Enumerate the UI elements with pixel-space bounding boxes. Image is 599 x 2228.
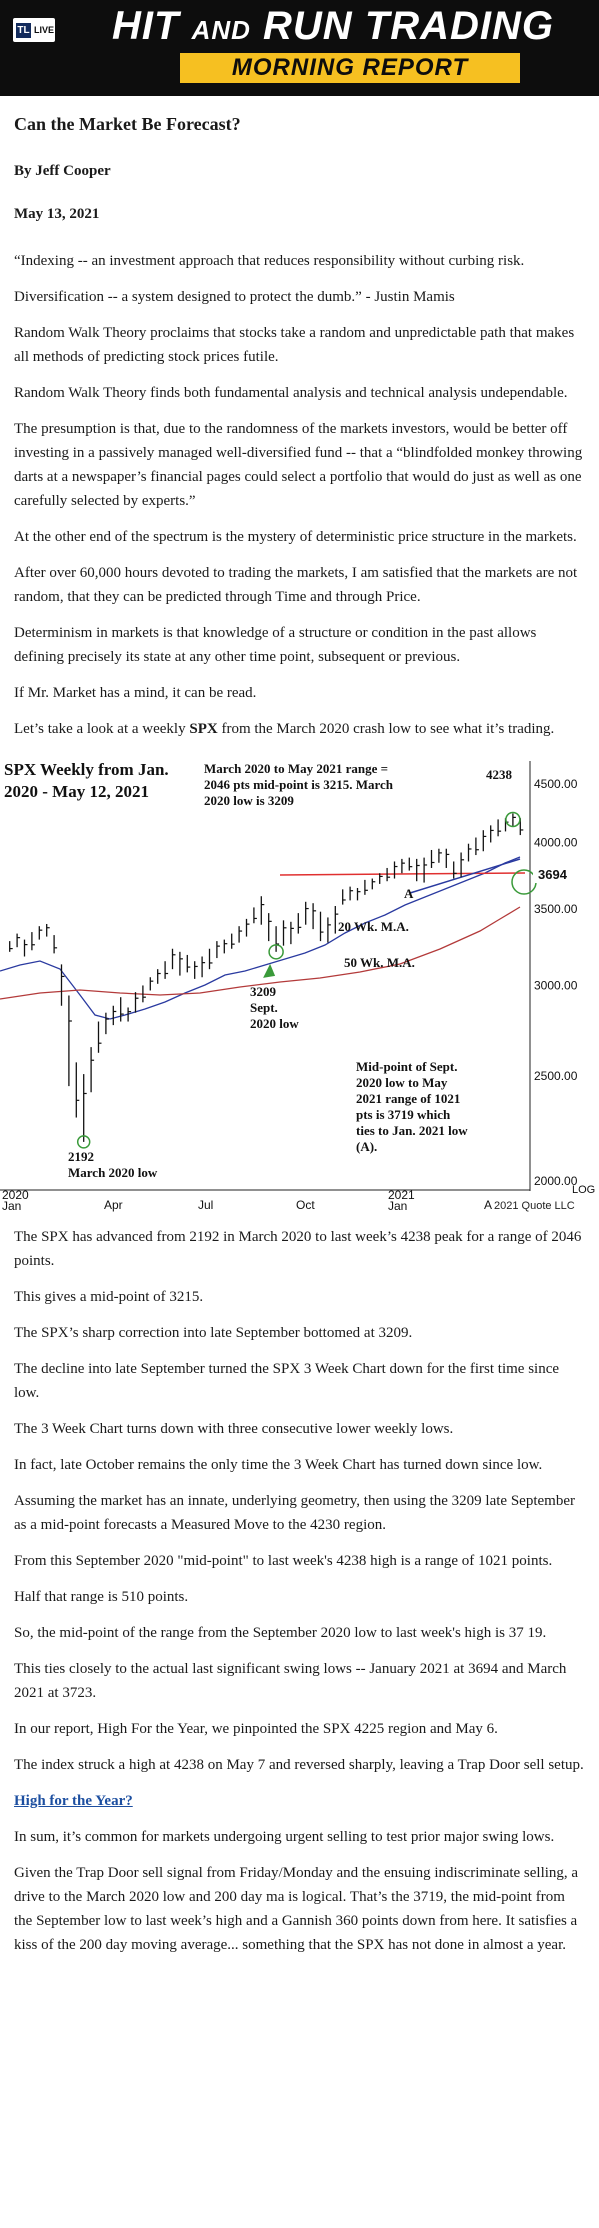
paragraph-group-conclusion: In sum, it’s common for markets undergoi… xyxy=(14,1825,585,1957)
moving-average-lines xyxy=(0,856,526,1020)
report-banner: TL LIVE HIT AND RUN TRADING MORNING REPO… xyxy=(0,0,599,96)
link-paragraph: High for the Year? xyxy=(14,1789,585,1813)
quote-credit: 2021 Quote LLC xyxy=(494,1200,575,1212)
label-sept-low: 3209 Sept. 2020 low xyxy=(250,984,299,1031)
paragraph: Given the Trap Door sell signal from Fri… xyxy=(14,1865,579,1953)
date-tick-label: Oct xyxy=(296,1198,315,1212)
paragraph: After over 60,000 hours devoted to tradi… xyxy=(14,565,578,605)
price-tick-label: 4500.00 xyxy=(534,777,578,791)
chart-svg: 4500.00 4000.00 3500.00 3000.00 2500.00 2000.… xyxy=(0,753,599,1213)
paragraph: In fact, late October remains the only t… xyxy=(14,1457,543,1473)
lead-text-end: from the March 2020 crash low to see wha… xyxy=(217,721,555,737)
label-march-low: 2192 March 2020 low xyxy=(68,1149,158,1180)
paragraph: In sum, it’s common for markets undergoi… xyxy=(14,1829,555,1845)
high-for-the-year-link[interactable]: High for the Year? xyxy=(14,1793,133,1809)
article-date: May 13, 2021 xyxy=(14,206,100,222)
paragraph: The 3 Week Chart turns down with three c… xyxy=(14,1421,454,1437)
price-tick-label: 2500.00 xyxy=(534,1069,578,1083)
live-label: LIVE xyxy=(34,25,55,35)
banner-title-and: AND xyxy=(191,15,251,45)
paragraph: The index struck a high at 4238 on May 7… xyxy=(14,1757,584,1773)
midpoint-annotation: Mid-point of Sept. 2020 low to May 2021 … xyxy=(356,1059,471,1154)
trendline-a xyxy=(409,858,521,894)
date-tick-label: Jul xyxy=(198,1198,213,1212)
paragraph: In our report, High For the Year, we pin… xyxy=(14,1721,498,1737)
price-tick-labels: 4500.00 4000.00 3500.00 3000.00 2500.00 2000.… xyxy=(534,777,578,1188)
paragraph: If Mr. Market has a mind, it can be read… xyxy=(14,685,257,701)
paragraph: Random Walk Theory proclaims that stocks… xyxy=(14,325,575,365)
paragraph-group-intro: “Indexing -- an investment approach that… xyxy=(14,249,585,705)
banner-title-hit: HIT xyxy=(112,4,180,48)
spx-weekly-chart: 4500.00 4000.00 3500.00 3000.00 2500.00 2000.… xyxy=(0,753,599,1213)
price-tick-label: 3000.00 xyxy=(534,978,578,992)
label-ma20: 20 Wk. M.A. xyxy=(338,919,409,934)
paragraph: At the other end of the spectrum is the … xyxy=(14,529,577,545)
article-body: Can the Market Be Forecast? By Jeff Coop… xyxy=(0,96,599,1957)
paragraph: The presumption is that, due to the rand… xyxy=(14,421,583,509)
price-tick-label: 4000.00 xyxy=(534,835,578,849)
ma-20-line xyxy=(0,856,521,1020)
date-tick-labels: 2020 Jan Apr Jul Oct 2021 Jan A xyxy=(2,1188,492,1213)
price-tick-label: 2000.00 xyxy=(534,1174,578,1188)
price-tick-label: 3500.00 xyxy=(534,902,578,916)
paragraph: “Indexing -- an investment approach that… xyxy=(14,253,525,269)
article-author: By Jeff Cooper xyxy=(14,163,111,179)
march-low-circle xyxy=(76,1135,91,1149)
lead-text: Let’s take a look at a weekly xyxy=(14,721,190,737)
lead-spx: SPX xyxy=(189,721,218,737)
label-3694: 3694 xyxy=(538,867,568,882)
label-high-4238: 4238 xyxy=(486,767,513,782)
chart-title-line-1: SPX Weekly from Jan. xyxy=(4,760,169,779)
paragraph: The SPX has advanced from 2192 in March … xyxy=(14,1229,582,1269)
paragraph: Diversification -- a system designed to … xyxy=(14,289,455,305)
article-title: Can the Market Be Forecast? xyxy=(14,114,241,134)
paragraph: The decline into late September turned t… xyxy=(14,1361,560,1401)
date-tick-label: 2021 Jan xyxy=(388,1188,415,1213)
log-scale-label: LOG xyxy=(572,1184,595,1196)
sept-low-arrow-icon xyxy=(263,963,276,978)
paragraph: The SPX’s sharp correction into late Sep… xyxy=(14,1325,413,1341)
chart-title-line-2: 2020 - May 12, 2021 xyxy=(4,782,149,801)
paragraph: Determinism in markets is that knowledge… xyxy=(14,625,537,665)
label-3694-box xyxy=(533,865,589,883)
banner-title: HIT AND RUN TRADING xyxy=(112,4,554,49)
high-circle xyxy=(505,811,521,828)
chart-lead-paragraph: Let’s take a look at a weekly SPX from t… xyxy=(14,717,585,741)
date-tick-label: Apr xyxy=(104,1198,123,1212)
paragraph: From this September 2020 "mid-point" to … xyxy=(14,1553,553,1569)
banner-subtitle: MORNING REPORT xyxy=(180,53,520,83)
ma-50-line xyxy=(0,906,521,1000)
paragraph-group-analysis: The SPX has advanced from 2192 in March … xyxy=(14,1225,585,1777)
date-tick-label: A xyxy=(484,1198,492,1212)
support-line-3694 xyxy=(279,872,526,876)
banner-title-trading: TRADING xyxy=(364,4,555,48)
label-ma50: 50 Wk. M.A. xyxy=(344,955,415,970)
tl-live-logo: TL LIVE xyxy=(13,18,55,42)
paragraph: So, the mid-point of the range from the … xyxy=(14,1625,547,1641)
weekly-bars xyxy=(9,813,524,1142)
sept-low-circle xyxy=(268,944,284,960)
date-tick-label: 2020 Jan xyxy=(2,1188,29,1213)
range-annotation: March 2020 to May 2021 range = 2046 pts … xyxy=(204,761,396,808)
paragraph: Assuming the market has an innate, under… xyxy=(14,1493,575,1533)
paragraph: Half that range is 510 points. xyxy=(14,1589,189,1605)
paragraph: This gives a mid-point of 3215. xyxy=(14,1289,204,1305)
paragraph: Random Walk Theory finds both fundamenta… xyxy=(14,385,568,401)
label-a: A xyxy=(404,886,414,901)
banner-title-run: RUN xyxy=(263,4,353,48)
paragraph: This ties closely to the actual last sig… xyxy=(14,1661,567,1701)
tl-logo-mark: TL xyxy=(16,22,31,38)
